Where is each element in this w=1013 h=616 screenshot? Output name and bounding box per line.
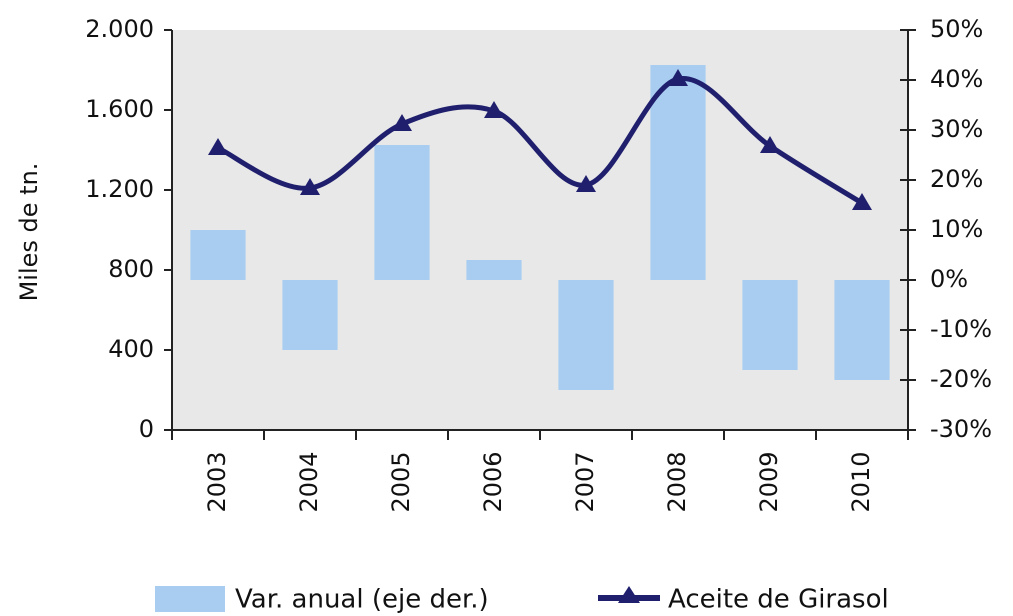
- y-tick-label: 1.600: [85, 95, 154, 123]
- bar: [466, 260, 522, 280]
- y2-tick-label: 10%: [930, 215, 983, 243]
- y-tick-label: 800: [108, 255, 154, 283]
- x-tick-label: 2004: [295, 451, 323, 512]
- bar: [374, 145, 430, 280]
- y-tick-label: 0: [139, 415, 154, 443]
- bar: [282, 280, 338, 350]
- x-tick-label: 2008: [663, 451, 691, 512]
- line: [216, 76, 864, 206]
- marker: [760, 136, 780, 153]
- y2-tick-label: 40%: [930, 65, 983, 93]
- legend-marker: [618, 586, 640, 603]
- x-tick-label: 2009: [755, 451, 783, 512]
- marker: [392, 114, 412, 131]
- x-tick-label: 2003: [203, 451, 231, 512]
- y2-tick-label: 50%: [930, 15, 983, 43]
- marker: [300, 178, 320, 195]
- bar: [742, 280, 798, 370]
- marker: [576, 175, 596, 192]
- bar: [650, 65, 706, 280]
- x-tick-label: 2007: [571, 451, 599, 512]
- x-tick-label: 2006: [479, 451, 507, 512]
- legend-label: Aceite de Girasol: [668, 585, 889, 615]
- bar: [558, 280, 614, 390]
- bar: [190, 230, 246, 280]
- y-tick-label: 2.000: [85, 15, 154, 43]
- x-tick-label: 2010: [847, 451, 875, 512]
- y-tick-label: 400: [108, 335, 154, 363]
- y2-tick-label: 20%: [930, 165, 983, 193]
- bar: [834, 280, 890, 380]
- y-axis-label: Miles de tn.: [15, 163, 43, 302]
- marker: [852, 193, 872, 210]
- marker: [208, 138, 228, 155]
- y2-tick-label: -20%: [930, 365, 992, 393]
- marker: [668, 69, 688, 86]
- x-tick-label: 2005: [387, 451, 415, 512]
- y2-tick-label: 0%: [930, 265, 968, 293]
- legend-swatch: [155, 586, 225, 612]
- y2-tick-label: 30%: [930, 115, 983, 143]
- y2-tick-label: -30%: [930, 415, 992, 443]
- y2-tick-label: -10%: [930, 315, 992, 343]
- marker: [484, 101, 504, 118]
- legend-label: Var. anual (eje der.): [235, 585, 489, 615]
- y-tick-label: 1.200: [85, 175, 154, 203]
